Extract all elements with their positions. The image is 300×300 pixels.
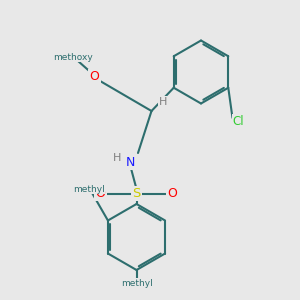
Text: methoxy: methoxy	[54, 52, 93, 62]
Text: O: O	[90, 70, 99, 83]
Text: Cl: Cl	[233, 115, 244, 128]
Text: H: H	[113, 153, 121, 164]
Text: H: H	[159, 97, 167, 107]
Text: O: O	[96, 187, 105, 200]
Text: S: S	[132, 187, 141, 200]
Text: N: N	[126, 155, 135, 169]
Text: methyl: methyl	[121, 279, 152, 288]
Text: methyl: methyl	[73, 184, 104, 194]
Text: O: O	[168, 187, 177, 200]
